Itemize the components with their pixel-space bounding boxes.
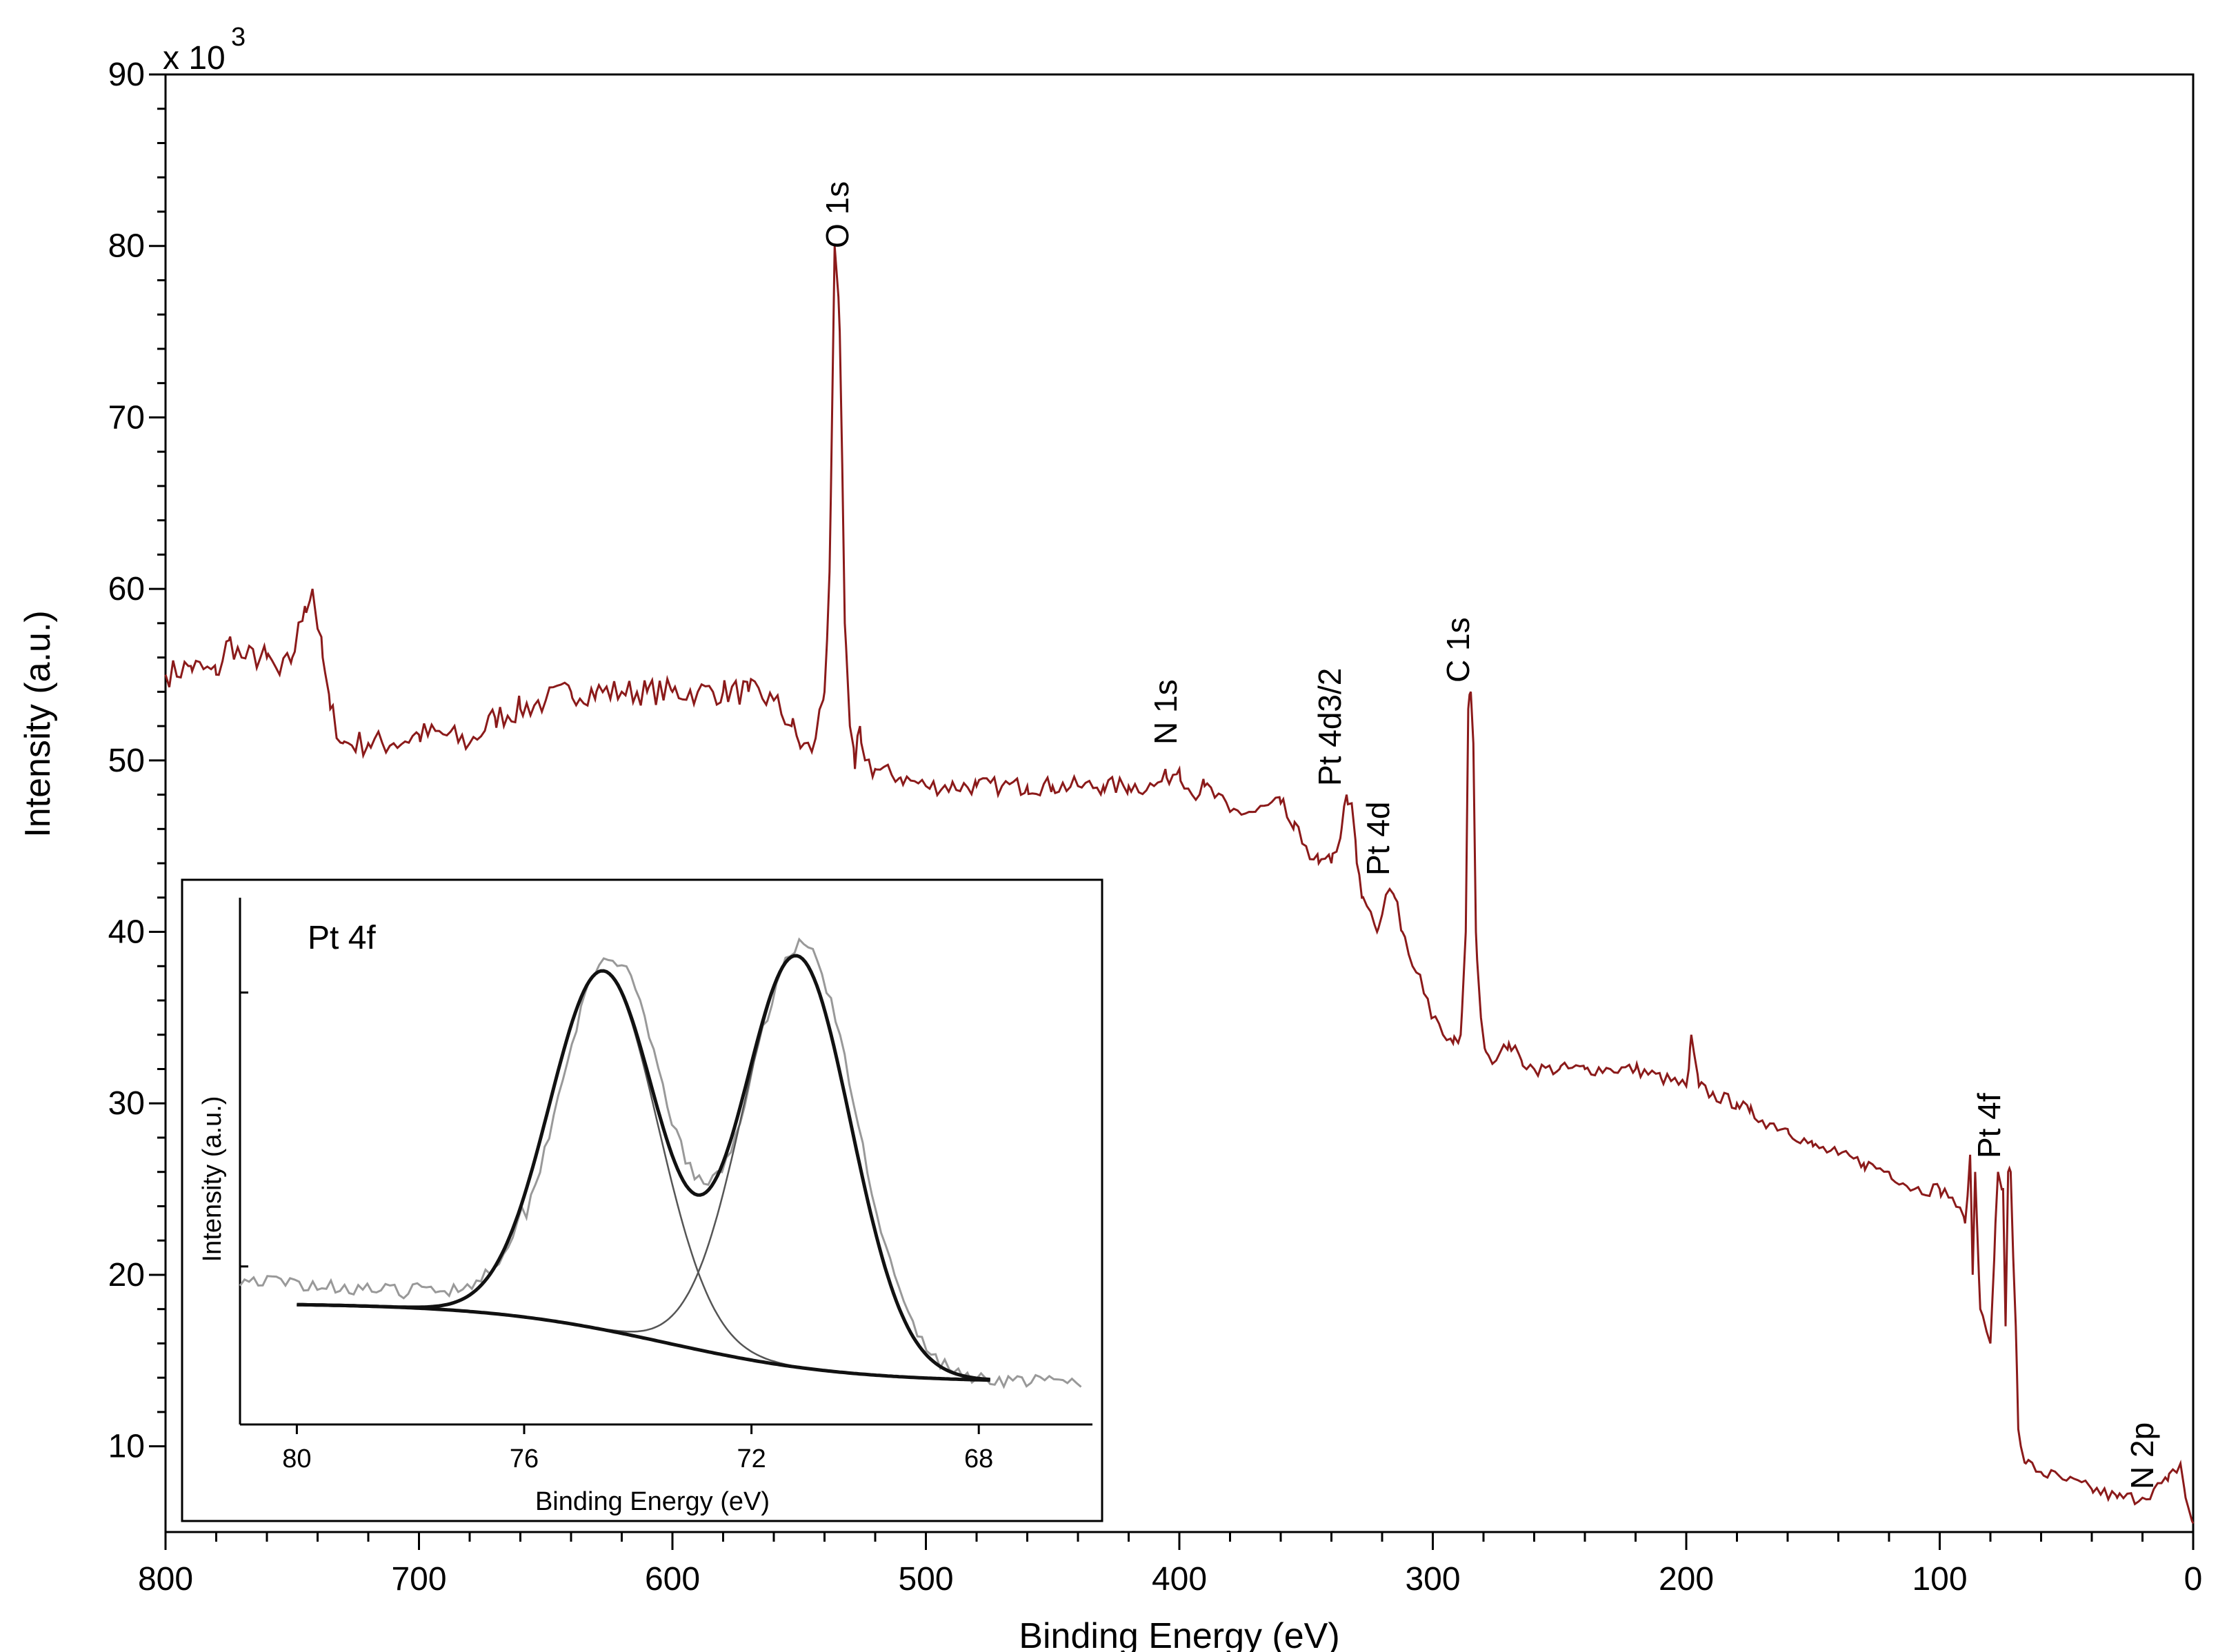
peak-label-pt4d: Pt 4d (1360, 802, 1396, 876)
y-tick-label: 10 (108, 1429, 145, 1465)
main-ticks (149, 73, 2195, 1550)
x-tick-label: 0 (2184, 1561, 2203, 1598)
y-tick-label: 60 (108, 571, 145, 607)
y-tick-label: 90 (108, 57, 145, 93)
x-tick-label: 100 (1912, 1561, 1967, 1598)
x-tick-label: 800 (138, 1561, 193, 1598)
y-multiplier-exponent: 3 (231, 23, 246, 52)
inset-x-tick-label: 80 (282, 1444, 311, 1473)
y-tick-label: 70 (108, 399, 145, 436)
inset-x-axis-title: Binding Energy (eV) (535, 1487, 770, 1516)
y-tick-label: 40 (108, 914, 145, 951)
main-tick-labels: 800 700 600 500 400 300 200 100 0 10 20 30 40 50 60 70 8… (108, 57, 2203, 1598)
y-tick-label: 80 (108, 228, 145, 265)
inset-envelope-fit (297, 954, 990, 1382)
peak-label-pt4f: Pt 4f (1971, 1093, 2007, 1158)
x-tick-label: 500 (898, 1561, 953, 1598)
inset-ticks (240, 991, 980, 1434)
peak-label-pt4d32: Pt 4d3/2 (1312, 668, 1348, 786)
inset-frame (181, 878, 1103, 1522)
x-tick-label: 400 (1152, 1561, 1207, 1598)
y-multiplier: x 10 (163, 40, 226, 77)
y-tick-label: 50 (108, 743, 145, 779)
peak-label-c1s: C 1s (1440, 617, 1476, 683)
inset-x-tick-label: 76 (510, 1444, 539, 1473)
inset-title: Pt 4f (308, 920, 376, 956)
peak-label-n2p: N 2p (2124, 1422, 2160, 1489)
x-tick-label: 200 (1659, 1561, 1714, 1598)
inset-x-tick-label: 68 (964, 1444, 993, 1473)
inset-x-tick-label: 72 (737, 1444, 766, 1473)
x-tick-label: 600 (645, 1561, 700, 1598)
y-axis-title: Intensity (a.u.) (18, 610, 58, 837)
x-tick-label: 300 (1405, 1561, 1460, 1598)
x-tick-label: 700 (391, 1561, 446, 1598)
peak-label-o1s: O 1s (819, 181, 855, 248)
inset-y-axis-title: Intensity (a.u.) (198, 1096, 227, 1262)
peak-label-n1s: N 1s (1148, 679, 1183, 745)
y-tick-label: 20 (108, 1257, 145, 1293)
x-axis-title: Binding Energy (eV) (1019, 1616, 1339, 1652)
inset-tick-labels: 80 76 72 68 (282, 1444, 993, 1473)
y-tick-label: 30 (108, 1085, 145, 1122)
survey-series-line (164, 245, 2195, 1524)
